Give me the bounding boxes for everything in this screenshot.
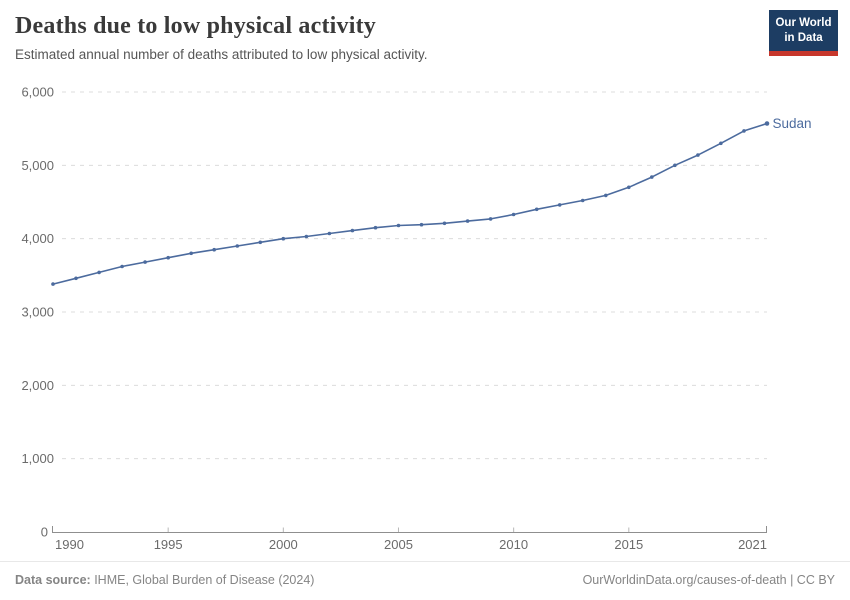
chart-header: Deaths due to low physical activity Esti…	[15, 13, 750, 62]
data-source-text: IHME, Global Burden of Disease (2024)	[90, 573, 315, 587]
y-axis-tick-label: 0	[41, 525, 48, 540]
x-axis-tick-label: 2005	[384, 537, 413, 552]
data-point[interactable]	[534, 207, 539, 212]
page-title: Deaths due to low physical activity	[15, 13, 376, 39]
owid-logo[interactable]: Our World in Data	[769, 10, 838, 56]
x-axis-tick-label: 2021	[738, 537, 767, 552]
data-point[interactable]	[511, 212, 516, 217]
data-point[interactable]	[189, 251, 193, 256]
x-axis-tick-label: 2015	[614, 537, 643, 552]
line-chart-canvas[interactable]: 0 1,000 2,000 3,000 4,000 5,000 6,000 1990 1995 2…	[0, 0, 850, 560]
y-axis-tick-label: 5,000	[21, 158, 54, 173]
y-axis-tick-label: 2,000	[21, 378, 54, 393]
credit-link[interactable]: OurWorldinData.org/causes-of-death | CC …	[582, 573, 835, 587]
chart-subtitle: Estimated annual number of deaths attrib…	[15, 47, 428, 63]
chart-footer: Data source: IHME, Global Burden of Dise…	[0, 561, 850, 600]
data-point[interactable]	[396, 223, 401, 228]
data-point[interactable]	[258, 240, 263, 245]
y-axis-tick-label: 6,000	[21, 85, 54, 100]
data-point[interactable]	[696, 153, 700, 157]
y-axis-tick-label: 4,000	[21, 231, 54, 246]
data-point[interactable]	[719, 141, 723, 146]
data-point[interactable]	[235, 244, 240, 248]
data-source-label: Data source:	[15, 573, 91, 587]
data-point[interactable]	[604, 193, 608, 198]
data-source: Data source: IHME, Global Burden of Dise…	[15, 573, 314, 587]
data-point[interactable]	[442, 221, 447, 226]
data-point[interactable]	[627, 185, 631, 190]
series-end-label[interactable]: Sudan	[773, 116, 812, 131]
data-point[interactable]	[764, 121, 770, 126]
data-point[interactable]	[327, 231, 332, 236]
data-point[interactable]	[650, 175, 654, 179]
data-point[interactable]	[465, 219, 470, 223]
data-point[interactable]	[557, 203, 562, 207]
x-axis-tick-label: 2000	[269, 537, 298, 552]
data-point[interactable]	[51, 282, 55, 286]
data-point[interactable]	[488, 217, 493, 221]
owid-logo-line2: in Data	[784, 31, 823, 44]
data-point[interactable]	[580, 198, 585, 203]
data-point[interactable]	[74, 276, 78, 281]
x-axis-tick-label: 2010	[499, 537, 528, 552]
x-axis-tick-label: 1990	[55, 537, 84, 552]
data-point[interactable]	[281, 236, 286, 241]
owid-logo-line1: Our World	[775, 17, 832, 29]
data-point[interactable]	[304, 234, 309, 239]
data-point[interactable]	[120, 264, 124, 269]
data-point[interactable]	[742, 129, 746, 133]
data-point[interactable]	[673, 163, 677, 168]
data-point[interactable]	[419, 222, 424, 227]
data-point[interactable]	[350, 228, 355, 233]
y-axis-tick-label: 1,000	[21, 451, 54, 466]
data-point[interactable]	[373, 225, 378, 230]
x-axis-tick-label: 1995	[154, 537, 183, 552]
y-axis-tick-label: 3,000	[21, 305, 54, 320]
data-point[interactable]	[212, 247, 216, 252]
data-point[interactable]	[166, 255, 170, 260]
data-point[interactable]	[97, 270, 101, 275]
data-point[interactable]	[143, 260, 147, 264]
series-line[interactable]	[52, 122, 768, 285]
